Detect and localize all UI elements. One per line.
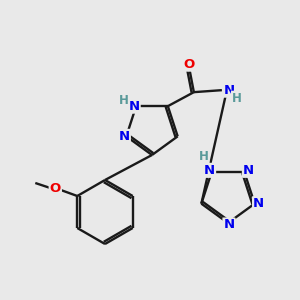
Text: N: N xyxy=(224,218,235,232)
Text: H: H xyxy=(232,92,242,105)
Text: N: N xyxy=(243,164,254,177)
Text: H: H xyxy=(199,150,208,163)
Text: N: N xyxy=(119,130,130,143)
Text: O: O xyxy=(50,182,61,194)
Text: N: N xyxy=(224,84,235,97)
Text: N: N xyxy=(204,164,215,177)
Text: N: N xyxy=(253,197,264,210)
Text: N: N xyxy=(129,100,140,113)
Text: O: O xyxy=(183,58,194,71)
Text: H: H xyxy=(119,94,129,107)
